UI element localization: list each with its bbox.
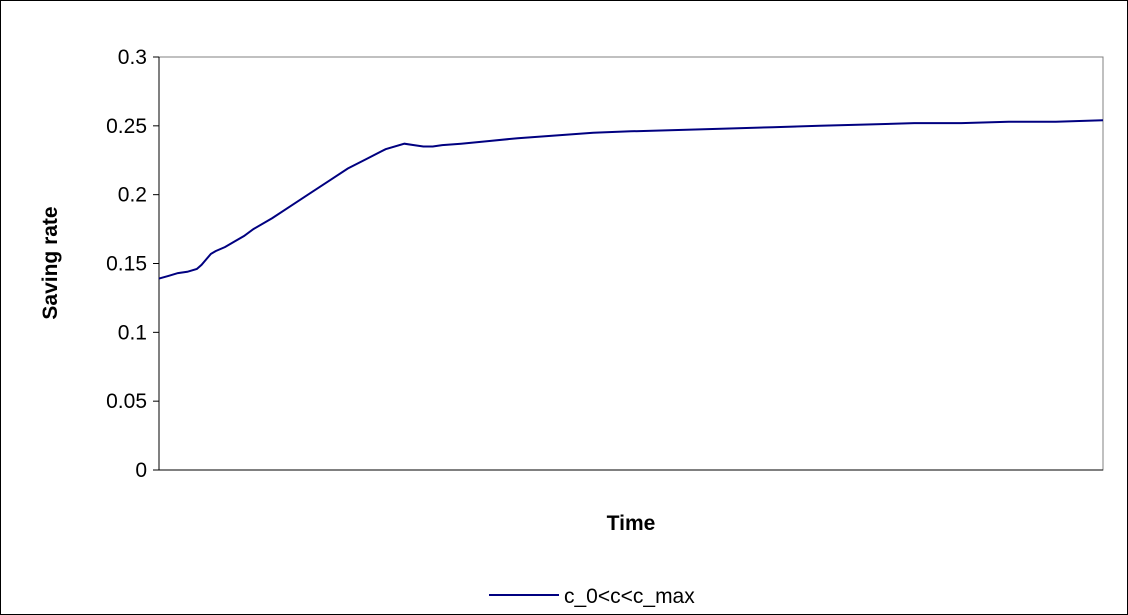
y-axis-ticks: 0 0.05 0.1 0.15 0.2 0.25 0.3 — [106, 46, 159, 482]
y-tick-label: 0 — [135, 459, 147, 482]
y-tick-label: 0.2 — [118, 184, 147, 207]
plot-area — [158, 56, 1104, 471]
y-axis-title: Saving rate — [39, 206, 62, 319]
legend-label: c_0<c<c_max — [564, 585, 695, 608]
series-line-c0-c-cmax — [158, 119, 1104, 280]
legend: c_0<c<c_max — [489, 585, 695, 608]
x-axis-title: Time — [607, 512, 656, 535]
y-tick-label: 0.25 — [106, 115, 147, 138]
y-tick-label: 0.05 — [106, 390, 147, 413]
y-tick-label: 0.3 — [118, 46, 147, 69]
y-tick-label: 0.1 — [118, 321, 147, 344]
y-tick-label: 0.15 — [106, 253, 147, 276]
